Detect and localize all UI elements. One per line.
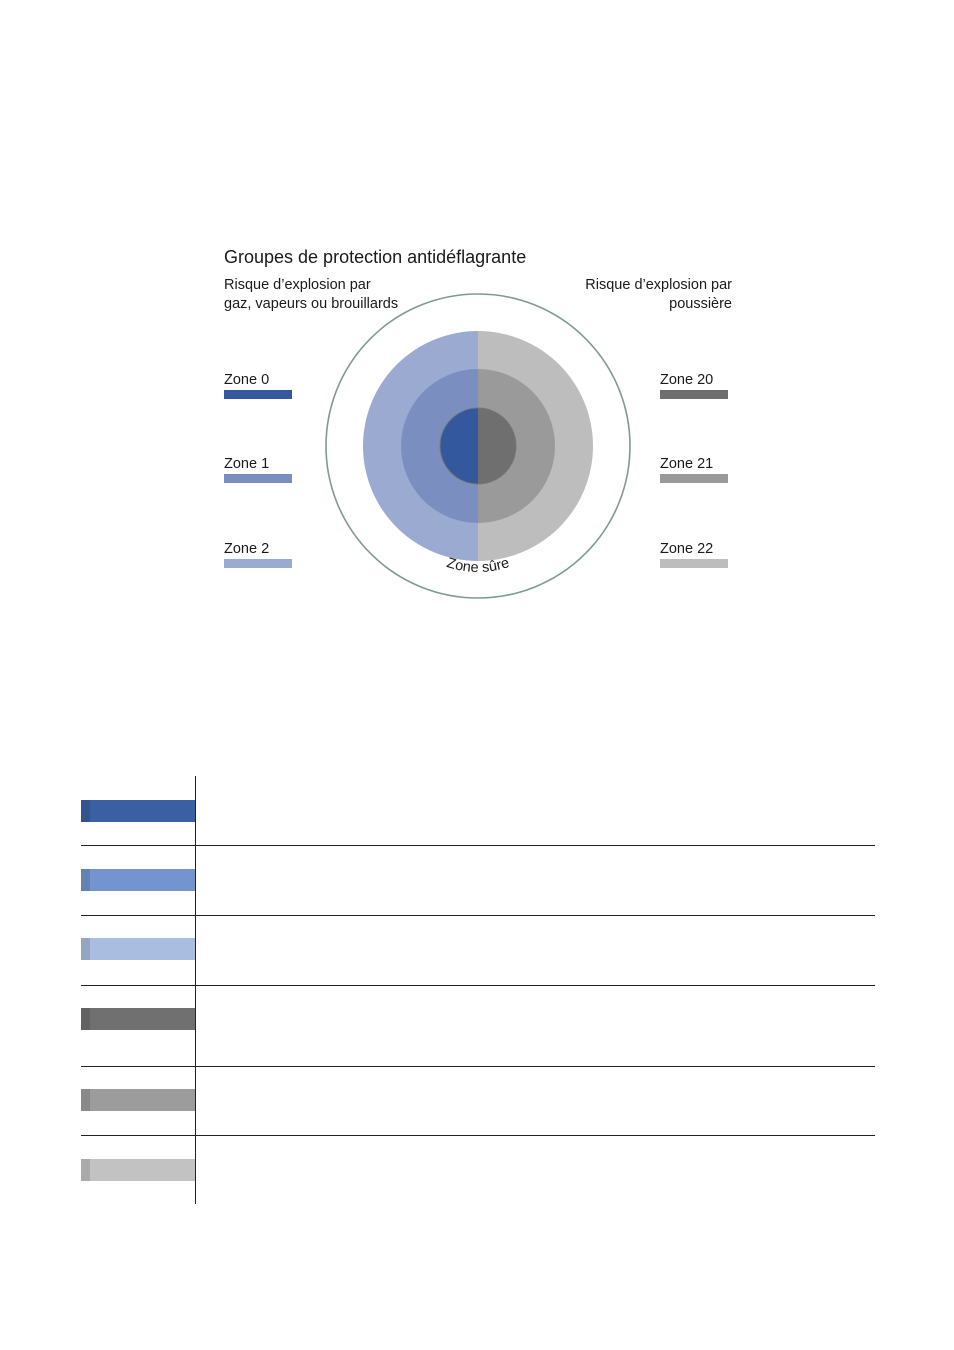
table-row-divider: [81, 915, 875, 916]
safe-zone-label: Zone sûre: [445, 555, 512, 576]
table-swatch-zone-2: [81, 938, 195, 960]
zone-2-bar: [224, 559, 292, 568]
zone-22-label: Zone 22: [660, 541, 714, 557]
zone-circle-diagram: Zone sûre: [325, 293, 631, 599]
zone-20-bar: [660, 390, 728, 399]
table-row-divider: [81, 985, 875, 986]
table-swatch-zone-0: [81, 800, 195, 822]
table-swatch-zone-20: [81, 1008, 195, 1030]
zone-0-bar: [224, 390, 292, 399]
zone-20-half: [478, 408, 516, 484]
zone-21-label: Zone 21: [660, 456, 714, 472]
table-column-divider: [195, 776, 196, 1204]
zone-21-bar: [660, 474, 728, 483]
zone-1-label: Zone 1: [224, 456, 270, 472]
zone-2-label: Zone 2: [224, 541, 270, 557]
table-swatch-zone-22: [81, 1159, 195, 1181]
zone-0-half: [440, 408, 478, 484]
zone-22-bar: [660, 559, 728, 568]
table-swatch-zone-21: [81, 1089, 195, 1111]
zone-1-bar: [224, 474, 292, 483]
zone-20-label: Zone 20: [660, 372, 714, 388]
gas-risk-caption: Risque d’explosion par gaz, vapeurs ou b…: [224, 277, 399, 312]
diagram-title: Groupes de protection antidéflagrante: [224, 247, 527, 267]
table-row-divider: [81, 1135, 875, 1136]
table-row-divider: [81, 1066, 875, 1067]
dust-risk-caption: Risque d’explosion par poussière: [585, 277, 732, 312]
table-row-divider: [81, 845, 875, 846]
table-swatch-zone-1: [81, 869, 195, 891]
inner-core-outline: [439, 407, 517, 485]
zone-0-label: Zone 0: [224, 372, 270, 388]
